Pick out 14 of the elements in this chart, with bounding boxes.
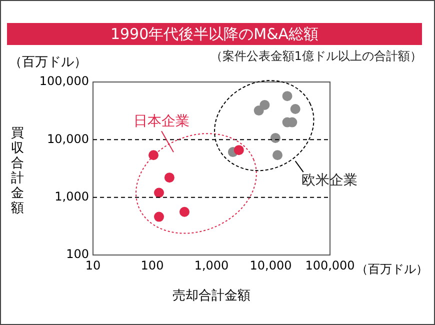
text: （百万ドル） bbox=[356, 262, 428, 276]
chart-title: 1990年代後半以降のM&A総額 bbox=[7, 23, 422, 45]
y-tick-label: 10,000 bbox=[47, 132, 89, 146]
y-tick-label: 1,000 bbox=[54, 189, 89, 204]
chart-subtitle: （案件公表金額1億ドル以上の合計額） bbox=[210, 48, 422, 65]
series-label: 日本企業 bbox=[134, 114, 190, 130]
x-axis-title: 売却合計金額 bbox=[172, 288, 250, 304]
x-tick-label: 1,000 bbox=[194, 258, 229, 272]
text: （百万ドル） bbox=[9, 55, 87, 70]
x-tick-label: 10,000 bbox=[250, 258, 292, 272]
x-tick-label: 100,000 bbox=[305, 258, 355, 272]
y-axis-title: 買収合計金額 bbox=[11, 126, 25, 216]
y-tick-label: 100,000 bbox=[39, 74, 89, 88]
x-tick-label: 100 bbox=[140, 258, 164, 272]
